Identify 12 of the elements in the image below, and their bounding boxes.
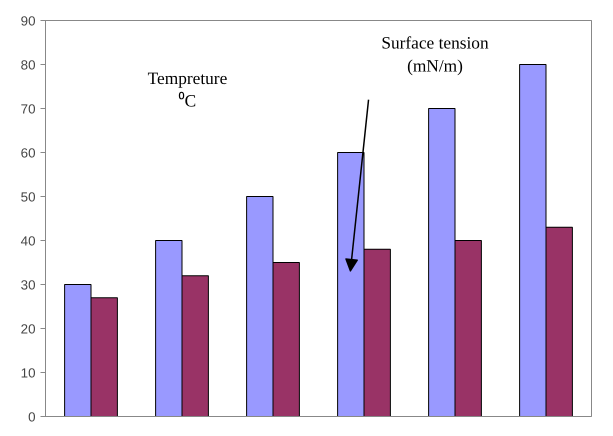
y-tick-label: 70	[20, 102, 36, 116]
y-tick-label: 0	[28, 410, 36, 424]
y-tick-label: 30	[20, 278, 36, 292]
y-tick-label: 40	[20, 234, 36, 248]
annotation: Surface tension (mN/m)	[381, 34, 489, 76]
y-tick-label: 60	[20, 146, 36, 160]
y-tick-label: 10	[20, 366, 36, 380]
y-tick-label: 20	[20, 322, 36, 336]
y-tick-label: 50	[20, 190, 36, 204]
y-tick-label: 80	[20, 58, 36, 72]
annotation: Tempreture ⁰C	[148, 68, 228, 111]
y-tick-label: 90	[20, 14, 36, 28]
